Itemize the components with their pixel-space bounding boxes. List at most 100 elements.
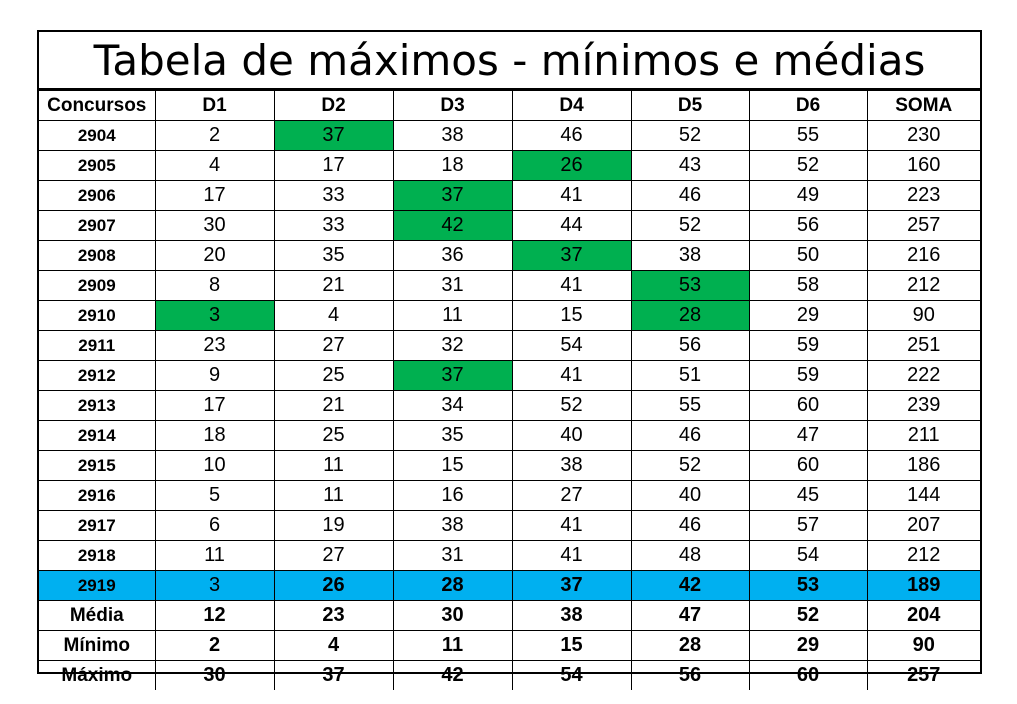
stat-value: 28: [630, 630, 750, 661]
table-row: 2918 11 27 31 41 48 54 212: [39, 540, 980, 571]
table-row: 2910 3 4 11 15 28 29 90: [39, 300, 980, 331]
value-cell: 15: [511, 300, 632, 331]
value-cell: 10: [154, 450, 275, 481]
value-cell: 57: [748, 510, 868, 541]
row-label: 2907: [39, 210, 156, 241]
results-sheet: Tabela de máximos - mínimos e médias Con…: [37, 30, 982, 690]
value-cell: 37: [511, 570, 632, 601]
highlighted-cell: 26: [511, 150, 632, 181]
value-cell: 40: [630, 480, 750, 511]
value-cell: 38: [392, 510, 513, 541]
value-cell: 52: [630, 120, 750, 151]
value-cell: 17: [154, 390, 275, 421]
value-cell: 223: [866, 180, 980, 211]
value-cell: 189: [866, 570, 980, 601]
table-row: 2917 6 19 38 41 46 57 207: [39, 510, 980, 541]
value-cell: 41: [511, 510, 632, 541]
value-cell: 46: [630, 180, 750, 211]
value-cell: 38: [392, 120, 513, 151]
value-cell: 9: [154, 360, 275, 391]
table-row: 2904 2 37 38 46 52 55 230: [39, 120, 980, 151]
value-cell: 25: [273, 420, 394, 451]
value-cell: 40: [511, 420, 632, 451]
value-cell: 41: [511, 180, 632, 211]
value-cell: 55: [748, 120, 868, 151]
value-cell: 38: [630, 240, 750, 271]
value-cell: 4: [273, 300, 394, 331]
value-cell: 35: [392, 420, 513, 451]
highlighted-cell: 37: [392, 360, 513, 391]
value-cell: 257: [866, 210, 980, 241]
stat-value: 30: [392, 600, 513, 631]
value-cell: 41: [511, 270, 632, 301]
value-cell: 47: [748, 420, 868, 451]
results-table: Concursos D1 D2 D3 D4 D5 D6 SOMA 2904 2 37…: [39, 90, 980, 690]
table-body: 2904 2 37 38 46 52 55 230 2905 4 17 18 26 43 52 160 2906…: [39, 120, 980, 690]
value-cell: 33: [273, 180, 394, 211]
value-cell: 28: [392, 570, 513, 601]
stat-value: 23: [273, 600, 394, 631]
value-cell: 52: [630, 450, 750, 481]
value-cell: 160: [866, 150, 980, 181]
row-label: 2916: [39, 480, 156, 511]
header-row: Concursos D1 D2 D3 D4 D5 D6 SOMA: [39, 90, 980, 121]
value-cell: 41: [511, 540, 632, 571]
value-cell: 8: [154, 270, 275, 301]
value-cell: 32: [392, 330, 513, 361]
highlighted-cell: 28: [630, 300, 750, 331]
stat-row: Máximo 30 37 42 54 56 60 257: [39, 660, 980, 690]
table-row: 2907 30 33 42 44 52 56 257: [39, 210, 980, 241]
highlighted-cell: 37: [392, 180, 513, 211]
row-label: 2909: [39, 270, 156, 301]
row-label: 2918: [39, 540, 156, 571]
stat-value: 29: [748, 630, 868, 661]
value-cell: 60: [748, 390, 868, 421]
row-label: 2905: [39, 150, 156, 181]
value-cell: 46: [630, 510, 750, 541]
value-cell: 45: [748, 480, 868, 511]
table-row: 2914 18 25 35 40 46 47 211: [39, 420, 980, 451]
value-cell: 26: [273, 570, 394, 601]
value-cell: 51: [630, 360, 750, 391]
value-cell: 18: [392, 150, 513, 181]
value-cell: 144: [866, 480, 980, 511]
value-cell: 59: [748, 330, 868, 361]
stat-label: Média: [39, 600, 156, 631]
value-cell: 11: [392, 300, 513, 331]
table-row: 2906 17 33 37 41 46 49 223: [39, 180, 980, 211]
value-cell: 42: [630, 570, 750, 601]
value-cell: 27: [511, 480, 632, 511]
value-cell: 230: [866, 120, 980, 151]
value-cell: 54: [511, 330, 632, 361]
value-cell: 52: [630, 210, 750, 241]
stat-value: 47: [630, 600, 750, 631]
row-label: 2906: [39, 180, 156, 211]
highlighted-cell: 37: [511, 240, 632, 271]
value-cell: 33: [273, 210, 394, 241]
value-cell: 43: [630, 150, 750, 181]
row-label: 2904: [39, 120, 156, 151]
row-label: 2908: [39, 240, 156, 271]
value-cell: 27: [273, 330, 394, 361]
stat-value: 42: [392, 660, 513, 690]
column-header-d5: D5: [630, 90, 750, 121]
value-cell: 216: [866, 240, 980, 271]
row-label: 2911: [39, 330, 156, 361]
value-cell: 25: [273, 360, 394, 391]
highlighted-cell: 37: [273, 120, 394, 151]
value-cell: 21: [273, 270, 394, 301]
value-cell: 251: [866, 330, 980, 361]
stat-value: 11: [392, 630, 513, 661]
stat-value: 37: [273, 660, 394, 690]
table-row: 2911 23 27 32 54 56 59 251: [39, 330, 980, 361]
value-cell: 16: [392, 480, 513, 511]
value-cell: 31: [392, 540, 513, 571]
value-cell: 17: [273, 150, 394, 181]
value-cell: 19: [273, 510, 394, 541]
value-cell: 59: [748, 360, 868, 391]
value-cell: 38: [511, 450, 632, 481]
stat-value: 38: [511, 600, 632, 631]
value-cell: 18: [154, 420, 275, 451]
value-cell: 55: [630, 390, 750, 421]
stat-row: Média 12 23 30 38 47 52 204: [39, 600, 980, 631]
